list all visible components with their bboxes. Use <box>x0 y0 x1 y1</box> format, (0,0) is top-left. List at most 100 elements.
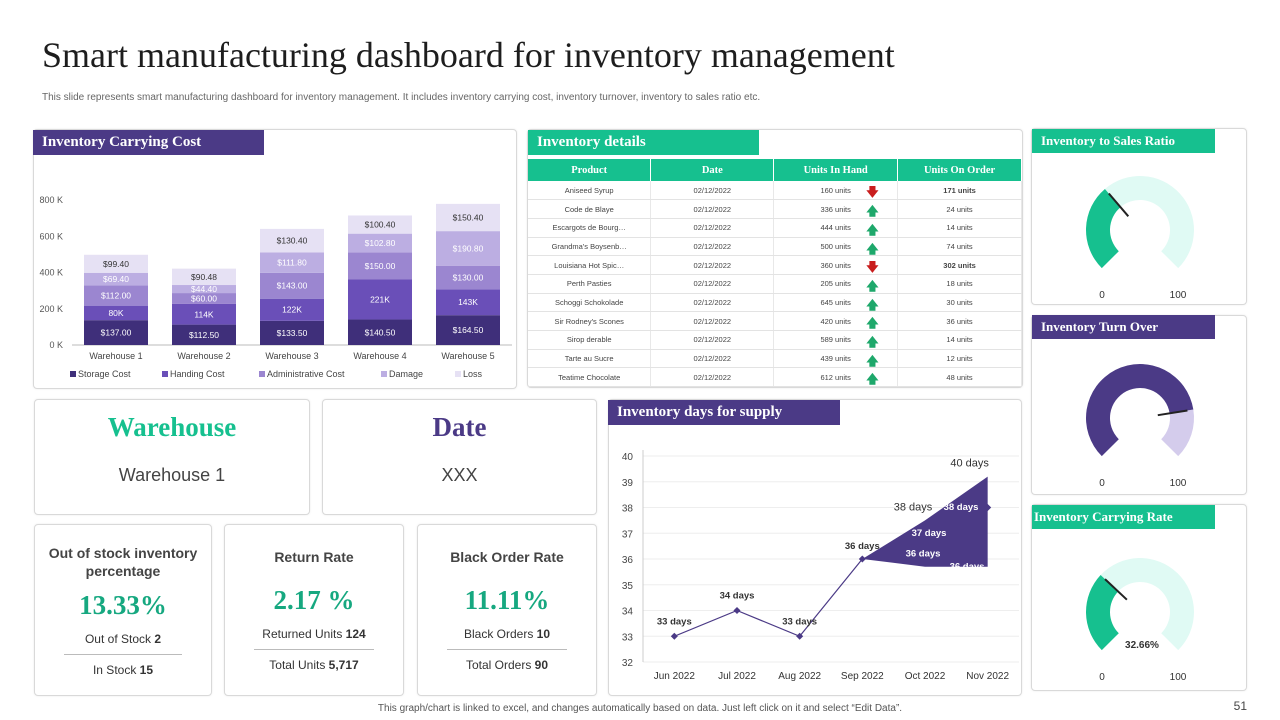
bar-segment <box>348 215 412 234</box>
bar-segment <box>436 231 500 266</box>
cell-units-in-hand: 439 units 🡅 <box>773 349 899 369</box>
table-row[interactable]: Code de Blaye 02/12/2022 336 units 🡅 24 unit… <box>528 199 1022 219</box>
table-row[interactable]: Escargots de Bourg… 02/12/2022 444 units 🡅 1… <box>528 218 1022 238</box>
bar-segment <box>84 254 148 273</box>
units-in-hand-value: 160 units <box>820 185 851 195</box>
black-order-value: 11.11% <box>464 585 550 615</box>
gauge-min-label: 0 <box>1099 290 1105 301</box>
bar-value-label: 221K <box>370 295 390 305</box>
bar-segment <box>348 233 412 253</box>
y-tick-label: 0 K <box>49 340 63 350</box>
in-stock-label: In Stock <box>92 663 137 677</box>
bar-segment <box>84 285 148 306</box>
column-header-units-in-hand[interactable]: Units In Hand <box>773 159 899 181</box>
column-header-units-on-order[interactable]: Units On Order <box>897 159 1022 181</box>
units-in-hand-value: 500 units <box>820 241 851 251</box>
cell-units-on-order: 18 units <box>897 274 1022 294</box>
bar-segment <box>436 315 500 345</box>
cell-date: 02/12/2022 <box>650 181 775 201</box>
units-in-hand-value: 612 units <box>820 372 851 382</box>
bar-value-label: $60.00 <box>191 294 217 304</box>
bar-segment <box>172 268 236 286</box>
cell-product: Sir Rodney's Scones <box>528 311 652 331</box>
column-header-product[interactable]: Product <box>528 159 652 181</box>
x-tick-label: Warehouse 4 <box>353 351 406 361</box>
table-row[interactable]: Sir Rodney's Scones 02/12/2022 420 units 🡅 3… <box>528 311 1022 331</box>
bar-segment <box>172 303 236 325</box>
gauge-track <box>1104 175 1195 269</box>
table-row[interactable]: Louisiana Hot Spic… 02/12/2022 360 units 🡇 3… <box>528 255 1022 275</box>
units-in-hand-value: 205 units <box>820 279 851 289</box>
band-label: 38 days <box>944 502 979 513</box>
bar-value-label: $111.80 <box>277 258 307 268</box>
date-card: Date XXX <box>322 399 597 515</box>
bar-segment <box>172 324 236 345</box>
cell-units-on-order: 24 units <box>897 199 1022 219</box>
cell-units-in-hand: 500 units 🡅 <box>773 237 899 257</box>
out-of-stock-heading: Out of stock inventory percentage <box>48 545 198 579</box>
cell-units-in-hand: 612 units 🡅 <box>773 367 899 388</box>
returned-units-label: Returned Units <box>262 627 343 641</box>
cell-units-on-order: 302 units <box>897 255 1022 275</box>
bar-value-label: 143K <box>458 297 478 307</box>
table-row[interactable]: Aniseed Syrup 02/12/2022 160 units 🡇 171 uni… <box>528 181 1022 201</box>
gauge-track <box>1161 409 1194 457</box>
cell-date: 02/12/2022 <box>650 293 775 313</box>
table-row[interactable]: Grandma's Boysenb… 02/12/2022 500 units 🡅 74… <box>528 237 1022 257</box>
cell-date: 02/12/2022 <box>650 237 775 257</box>
bar-value-label: 114K <box>194 309 214 319</box>
gauge-needle <box>1108 192 1130 217</box>
data-label: 33 days <box>657 616 692 627</box>
band-label: 36 days <box>906 548 941 559</box>
data-label: 36 days <box>845 541 880 552</box>
gauge-max-label: 100 <box>1170 290 1187 301</box>
bar-value-label: $140.50 <box>365 327 396 337</box>
bar-segment <box>436 203 500 232</box>
sales-ratio-title: Inventory to Sales Ratio <box>1032 129 1215 153</box>
table-row[interactable]: Sirop derable 02/12/2022 589 units 🡅 14 unit… <box>528 330 1022 350</box>
page-number: 51 <box>1233 699 1247 713</box>
gauge-min-label: 0 <box>1099 672 1105 683</box>
legend-swatch <box>455 371 461 377</box>
cell-product: Louisiana Hot Spic… <box>528 255 652 275</box>
units-in-hand-value: 589 units <box>820 335 851 345</box>
arrow-up-icon: 🡅 <box>866 204 879 219</box>
gauge-min-label: 0 <box>1099 478 1105 489</box>
divider <box>254 649 374 650</box>
cell-units-on-order: 12 units <box>897 349 1022 369</box>
return-rate-card: Return Rate 2.17 % Returned Units 124 To… <box>224 524 404 696</box>
arrow-down-icon: 🡇 <box>866 185 879 199</box>
legend-label: Handing Cost <box>170 369 225 379</box>
table-row[interactable]: Schoggi Schokolade 02/12/2022 645 units 🡅 30… <box>528 293 1022 313</box>
y-tick-label: 39 <box>622 478 634 489</box>
table-row[interactable]: Perth Pasties 02/12/2022 205 units 🡅 18 unit… <box>528 274 1022 294</box>
cell-units-on-order: 14 units <box>897 330 1022 350</box>
table-row[interactable]: Tarte au Sucre 02/12/2022 439 units 🡅 12 uni… <box>528 349 1022 369</box>
cell-product: Escargots de Bourg… <box>528 218 652 238</box>
x-tick-label: Warehouse 1 <box>89 351 142 361</box>
cell-units-on-order: 30 units <box>897 293 1022 313</box>
return-rate-value: 2.17 % <box>273 585 355 615</box>
returned-units-line: Returned Units 124 <box>225 627 403 641</box>
y-tick-label: 36 <box>622 555 634 566</box>
data-point <box>733 606 741 615</box>
bar-value-label: $112.50 <box>189 330 219 340</box>
units-in-hand-value: 645 units <box>820 297 851 307</box>
legend-label: Storage Cost <box>78 369 131 379</box>
x-tick-label: Oct 2022 <box>905 671 946 682</box>
column-header-date[interactable]: Date <box>650 159 775 181</box>
y-tick-label: 35 <box>622 581 634 592</box>
band-label: 37 days <box>912 528 947 539</box>
days-supply-title: Inventory days for supply <box>608 400 840 425</box>
gauge-max-label: 100 <box>1170 672 1187 683</box>
total-units-count: 5,717 <box>328 658 359 672</box>
data-point <box>858 555 866 563</box>
y-tick-label: 32 <box>622 658 634 669</box>
carrying-cost-chart: 0 K 200 K 400 K 600 K 800 K $137.00 80K $112.00… <box>39 195 512 379</box>
cell-units-in-hand: 360 units 🡇 <box>773 255 899 275</box>
cell-product: Aniseed Syrup <box>528 181 652 201</box>
bar-segment <box>348 279 412 320</box>
table-row[interactable]: Teatime Chocolate 02/12/2022 612 units 🡅 48 … <box>528 367 1022 388</box>
bar-value-label: $150.00 <box>365 261 396 271</box>
bar-value-label: $190.80 <box>453 243 484 253</box>
